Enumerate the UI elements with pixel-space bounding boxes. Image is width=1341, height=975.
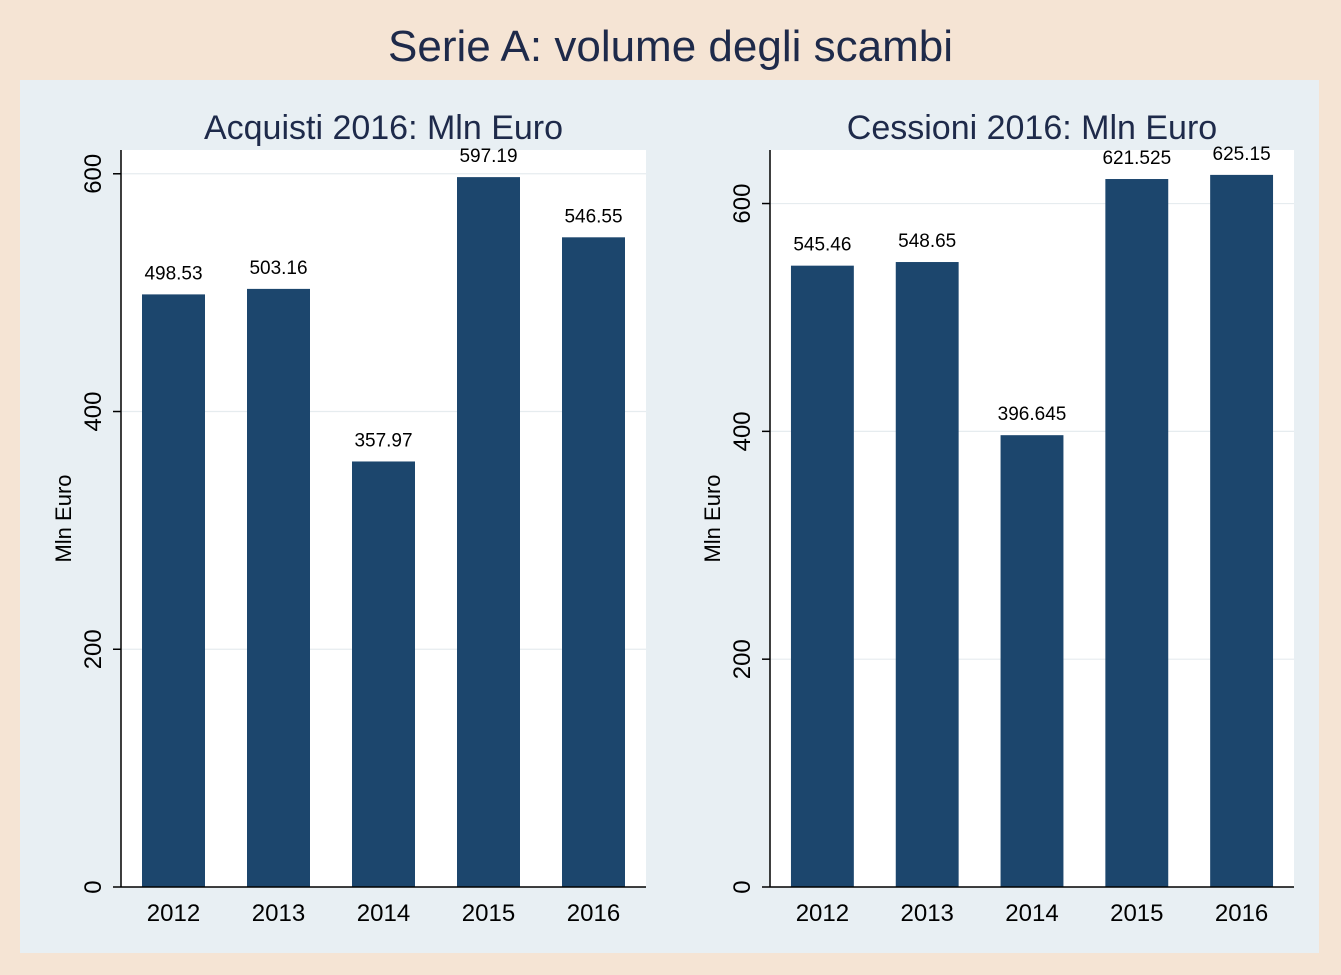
value-label: 621.525 (1102, 148, 1171, 169)
y-tick-label: 200 (729, 639, 756, 679)
value-label: 548.65 (898, 231, 956, 252)
y-tick-label: 400 (729, 411, 756, 451)
main-title: Serie A: volume degli scambi (388, 22, 953, 71)
bar-2013 (247, 288, 310, 887)
value-label: 625.15 (1213, 144, 1271, 165)
value-label: 597.19 (459, 146, 517, 167)
value-label: 546.55 (564, 206, 622, 227)
x-tick-label: 2014 (1005, 900, 1058, 927)
value-label: 498.53 (144, 263, 202, 284)
x-tick-label: 2012 (147, 900, 200, 927)
x-tick-label: 2015 (462, 900, 515, 927)
bar-2016 (562, 237, 625, 887)
y-axis-label: Mln Euro (700, 474, 725, 562)
bar-2012 (142, 294, 205, 887)
x-tick-label: 2016 (1215, 900, 1268, 927)
plot-region: Acquisti 2016: Mln Euro 498.53 2012 503.16 2… (20, 80, 1319, 953)
bar-2012 (790, 265, 854, 888)
chart-cessioni: Cessioni 2016: Mln Euro 545.46 2012 548.65 2… (700, 109, 1294, 927)
value-label: 545.46 (793, 235, 851, 256)
bar-2015 (457, 177, 520, 887)
x-tick-label: 2012 (796, 900, 849, 927)
y-axis-label: Mln Euro (51, 474, 76, 562)
y-tick-label: 400 (80, 391, 107, 431)
x-tick-label: 2016 (567, 900, 620, 927)
bar-2016 (1210, 174, 1274, 887)
y-tick-label: 600 (729, 184, 756, 224)
x-tick-label: 2014 (357, 900, 410, 927)
x-tick-label: 2013 (252, 900, 305, 927)
value-label: 396.645 (998, 404, 1067, 425)
value-label: 357.97 (354, 430, 412, 451)
bar-2014 (352, 461, 415, 887)
y-tick-label: 0 (80, 880, 107, 893)
bar-2014 (1000, 435, 1064, 887)
bar-2015 (1105, 179, 1169, 887)
panel-title: Cessioni 2016: Mln Euro (847, 109, 1217, 147)
chart-acquisti: Acquisti 2016: Mln Euro 498.53 2012 503.16 2… (51, 109, 646, 927)
x-tick-label: 2015 (1110, 900, 1163, 927)
y-tick-label: 0 (729, 880, 756, 893)
y-tick-label: 600 (80, 154, 107, 194)
x-tick-label: 2013 (901, 900, 954, 927)
y-tick-label: 200 (80, 629, 107, 669)
bar-2013 (895, 262, 959, 887)
panel-title: Acquisti 2016: Mln Euro (204, 109, 563, 147)
value-label: 503.16 (249, 258, 307, 279)
